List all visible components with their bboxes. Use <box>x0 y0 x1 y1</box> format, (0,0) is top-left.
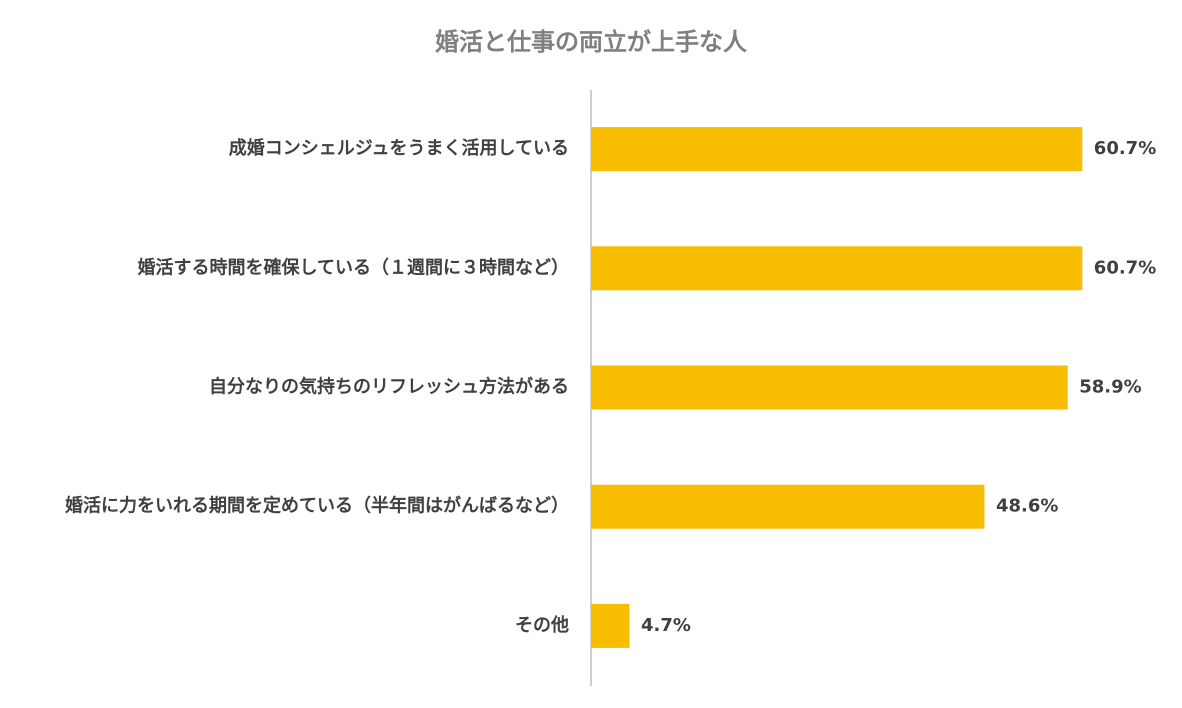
category-label-4: 婚活に力をいれる期間を定めている（半年間はがんばるなど） <box>65 495 569 517</box>
value-label-4: 48.6% <box>996 496 1058 517</box>
category-label-3: 自分なりの気持ちのリフレッシュ方法がある <box>209 376 569 398</box>
category-label-5: その他 <box>515 614 569 636</box>
chart-title: 婚活と仕事の両立が上手な人 <box>435 28 747 56</box>
bar-5 <box>591 603 630 648</box>
value-label-2: 60.7% <box>1094 257 1156 278</box>
bar-4 <box>591 484 985 529</box>
value-label-5: 4.7% <box>641 615 691 636</box>
bar-1 <box>591 127 1083 172</box>
bar-3 <box>591 365 1068 410</box>
category-label-1: 成婚コンシェルジュをうまく活用している <box>229 137 569 159</box>
bar-2 <box>591 246 1083 291</box>
category-label-2: 婚活する時間を確保している（１週間に３時間など） <box>138 256 569 278</box>
value-label-1: 60.7% <box>1094 138 1156 159</box>
value-label-3: 58.9% <box>1079 377 1141 398</box>
